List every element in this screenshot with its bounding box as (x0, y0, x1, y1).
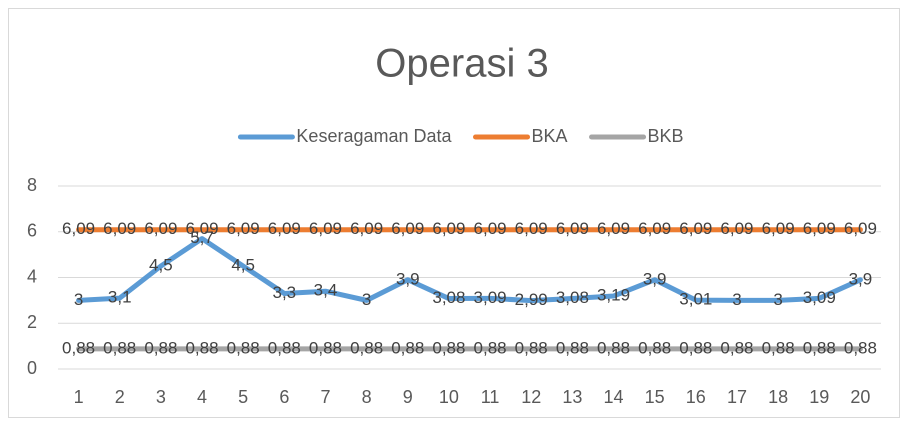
series-line (76, 236, 863, 304)
x-tick-label: 5 (238, 387, 248, 407)
data-label: 0,88 (62, 338, 95, 357)
data-label: 6,09 (62, 219, 95, 238)
data-label: 6,09 (844, 219, 877, 238)
data-label: 3,9 (643, 269, 667, 288)
x-tick-label: 1 (74, 387, 84, 407)
data-label: 0,88 (762, 338, 795, 357)
x-tick-label: 3 (156, 387, 166, 407)
x-tick-label: 18 (768, 387, 788, 407)
data-label: 6,09 (720, 219, 753, 238)
data-label: 3,9 (849, 269, 873, 288)
legend-item: BKA (473, 126, 568, 146)
data-label: 3,1 (108, 288, 132, 307)
y-tick-label: 4 (27, 266, 37, 286)
data-label: 6,09 (268, 219, 301, 238)
legend-label: BKA (532, 126, 568, 146)
data-label: 3 (773, 290, 782, 309)
data-label: 6,09 (803, 219, 836, 238)
data-label: 0,88 (144, 338, 177, 357)
x-tick-label: 19 (809, 387, 829, 407)
x-tick-label: 13 (562, 387, 582, 407)
y-tick-label: 8 (27, 175, 37, 195)
legend-item: Keseragaman Data (237, 126, 453, 146)
x-tick-label: 20 (850, 387, 870, 407)
x-tick-label: 4 (197, 387, 207, 407)
x-tick-label: 12 (521, 387, 541, 407)
data-label: 3,08 (556, 288, 589, 307)
data-label: 6,09 (556, 219, 589, 238)
data-label: 6,09 (309, 219, 342, 238)
data-label: 0,88 (474, 338, 507, 357)
data-label: 6,09 (185, 219, 218, 238)
data-label: 5,7 (190, 228, 214, 247)
data-label: 6,09 (391, 219, 424, 238)
y-tick-label: 6 (27, 221, 37, 241)
legend-item: BKB (589, 126, 684, 146)
x-tick-label: 6 (279, 387, 289, 407)
legend-label: BKB (648, 126, 684, 146)
data-label: 3,01 (679, 290, 712, 309)
data-label: 6,09 (350, 219, 383, 238)
data-label: 3 (732, 290, 741, 309)
data-label: 3,19 (597, 286, 630, 305)
x-tick-label: 17 (727, 387, 747, 407)
data-label: 0,88 (268, 338, 301, 357)
data-label: 6,09 (762, 219, 795, 238)
x-tick-label: 15 (645, 387, 665, 407)
data-label: 6,09 (103, 219, 136, 238)
data-label: 3,9 (396, 269, 420, 288)
data-label: 3 (362, 290, 371, 309)
data-label: 3,4 (314, 281, 338, 300)
legend: Keseragaman Data BKA BKB (237, 126, 684, 146)
x-tick-label: 9 (403, 387, 413, 407)
data-label: 0,88 (391, 338, 424, 357)
data-label: 3 (74, 290, 83, 309)
data-label: 0,88 (844, 338, 877, 357)
data-label: 2,99 (515, 290, 548, 309)
x-tick-label: 14 (604, 387, 624, 407)
data-label: 3,09 (803, 288, 836, 307)
chart-title: Operasi 3 (375, 42, 548, 86)
data-label: 0,88 (679, 338, 712, 357)
data-label: 6,09 (679, 219, 712, 238)
data-label: 0,88 (720, 338, 753, 357)
legend-label: Keseragaman Data (296, 126, 452, 146)
data-label: 0,88 (103, 338, 136, 357)
data-label: 6,09 (638, 219, 671, 238)
data-label: 6,09 (144, 219, 177, 238)
data-label: 3,09 (474, 288, 507, 307)
x-tick-label: 2 (115, 387, 125, 407)
data-label: 4,5 (149, 256, 173, 275)
data-label: 4,5 (231, 256, 255, 275)
data-label: 0,88 (556, 338, 589, 357)
data-label: 0,88 (309, 338, 342, 357)
data-label: 0,88 (803, 338, 836, 357)
data-label: 6,09 (515, 219, 548, 238)
x-tick-label: 8 (362, 387, 372, 407)
x-tick-label: 11 (481, 387, 500, 407)
data-label: 0,88 (515, 338, 548, 357)
data-label: 0,88 (597, 338, 630, 357)
data-label: 0,88 (227, 338, 260, 357)
data-label: 3,08 (432, 288, 465, 307)
data-label: 6,09 (432, 219, 465, 238)
data-label: 0,88 (350, 338, 383, 357)
data-label: 0,88 (432, 338, 465, 357)
x-tick-label: 10 (439, 387, 459, 407)
data-label: 6,09 (474, 219, 507, 238)
data-label: 6,09 (227, 219, 260, 238)
y-tick-label: 2 (27, 312, 37, 332)
data-label: 0,88 (638, 338, 671, 357)
data-label: 0,88 (185, 338, 218, 357)
y-tick-label: 0 (27, 358, 37, 378)
x-tick-label: 16 (686, 387, 706, 407)
data-label: 6,09 (597, 219, 630, 238)
data-label: 3,3 (273, 283, 297, 302)
x-tick-label: 7 (320, 387, 330, 407)
